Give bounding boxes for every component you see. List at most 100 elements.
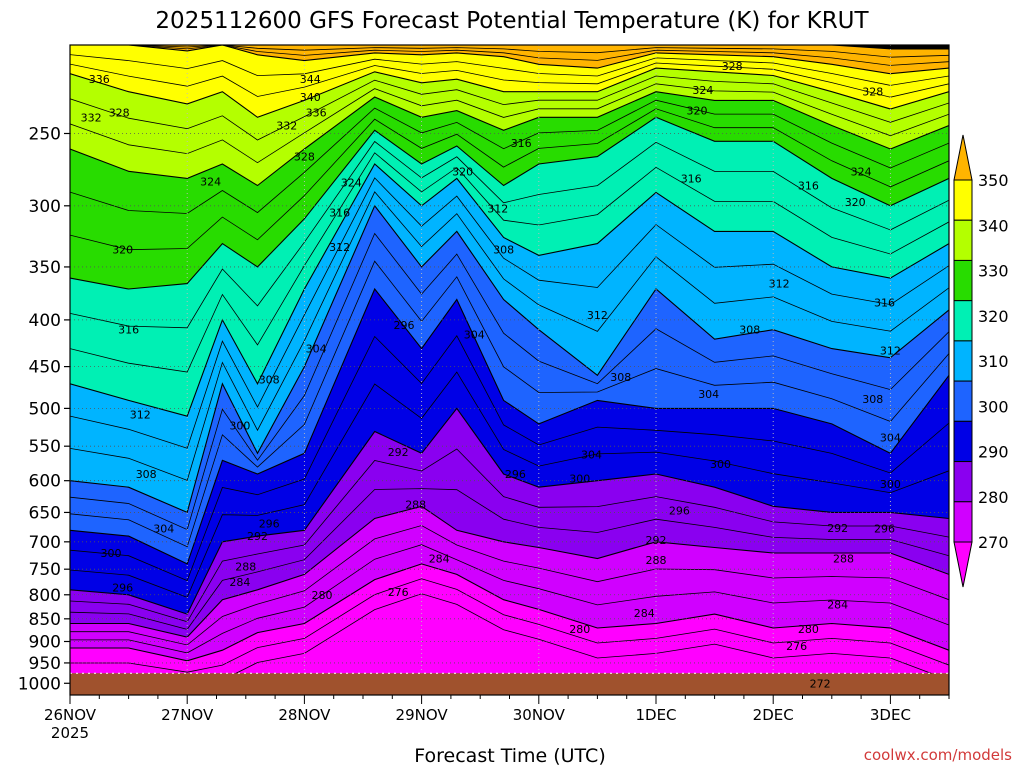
y-tick-label: 800	[29, 586, 61, 606]
contour-label: 288	[646, 554, 667, 567]
contour-line	[70, 260, 949, 548]
x-tick-label: 2DEC	[753, 706, 794, 724]
x-tick-label: 27NOV	[161, 706, 214, 724]
y-tick-label: 350	[29, 258, 61, 278]
contour-label: 312	[130, 409, 151, 422]
contour-line	[70, 578, 949, 673]
contour-label: 320	[112, 244, 133, 257]
colorbar-label: 340	[978, 216, 1009, 235]
y-tick-label: 850	[29, 610, 61, 630]
x-tick-label: 1DEC	[635, 706, 676, 724]
x-year-label: 2025	[51, 724, 89, 742]
contour-label: 300	[880, 478, 901, 491]
contour-label: 320	[452, 165, 473, 178]
contour-line	[70, 287, 949, 565]
colorbar-segment	[953, 340, 973, 382]
contour-label: 312	[487, 202, 508, 215]
ground-layer	[70, 672, 949, 695]
colorbar-extend-bottom	[953, 541, 973, 588]
contour-line	[70, 525, 949, 646]
contour-line	[70, 505, 949, 638]
contour-label: 296	[669, 505, 690, 518]
contour-label: 332	[81, 111, 102, 124]
contour-label: 324	[692, 84, 713, 97]
contour-line	[70, 544, 949, 654]
contour-label: 316	[511, 137, 532, 150]
colorbar-segment	[953, 300, 973, 342]
contour-label: 308	[610, 371, 631, 384]
contour-line	[70, 371, 949, 598]
y-tick-label: 950	[29, 654, 61, 674]
x-tick-label: 30NOV	[513, 706, 566, 724]
colorbar-label: 310	[978, 352, 1009, 371]
y-tick-label: 450	[29, 358, 61, 378]
contour-label: 316	[874, 297, 895, 310]
contour-label: 292	[827, 522, 848, 535]
contour-label: 300	[569, 473, 590, 486]
y-tick-label: 500	[29, 399, 61, 419]
contour-label: 312	[329, 241, 350, 254]
contour-label: 272	[810, 677, 831, 690]
colorbar-segment	[953, 380, 973, 422]
contour-line	[70, 407, 949, 615]
contour-label: 292	[388, 446, 409, 459]
contour-label: 304	[698, 388, 719, 401]
y-axis: 2503003504004505005506006507007508008509…	[18, 124, 70, 694]
contour-line	[70, 116, 949, 290]
contour-label: 304	[581, 449, 602, 462]
contour-label: 328	[109, 106, 130, 119]
contour-label: 328	[722, 60, 743, 73]
colorbar-label: 290	[978, 443, 1009, 462]
contour-label: 308	[136, 468, 157, 481]
colorbar-segment	[953, 259, 973, 302]
contour-label: 288	[833, 553, 854, 566]
contour-line	[70, 75, 949, 141]
contour-label: 316	[681, 172, 702, 185]
contour-label: 328	[294, 151, 315, 164]
contour-label: 304	[880, 431, 901, 444]
contour-label: 280	[798, 623, 819, 636]
contour-label: 324	[341, 177, 362, 190]
contour-line	[70, 204, 949, 514]
y-tick-label: 250	[29, 124, 61, 144]
colorbar-segment	[953, 501, 973, 543]
colorbar-label: 270	[978, 533, 1009, 552]
colorbar-label: 280	[978, 488, 1009, 507]
contour-label: 284	[827, 599, 848, 612]
y-tick-label: 750	[29, 560, 61, 580]
contour-label: 280	[312, 589, 333, 602]
contour-line	[70, 177, 949, 449]
contour-label: 312	[587, 309, 608, 322]
x-tick-label: 29NOV	[396, 706, 449, 724]
colorbar-segment	[953, 219, 973, 261]
watermark: coolwx.com/models	[864, 746, 1012, 764]
x-tick-label: 28NOV	[278, 706, 331, 724]
contour-label: 308	[493, 244, 514, 257]
contour-label: 336	[89, 73, 110, 86]
contour-label: 324	[851, 165, 872, 178]
colorbar-extend-top	[953, 134, 973, 181]
contour-line	[70, 563, 949, 662]
contour-label: 296	[505, 468, 526, 481]
contour-label: 304	[306, 343, 327, 356]
contour-line	[70, 488, 949, 630]
contour-label: 300	[101, 547, 122, 560]
contour-line	[70, 140, 949, 329]
x-tick-label: 3DEC	[870, 706, 911, 724]
contour-line	[70, 91, 949, 187]
y-tick-label: 900	[29, 632, 61, 652]
contour-line	[70, 62, 949, 98]
y-tick-label: 400	[29, 311, 61, 331]
contour-label: 324	[200, 175, 221, 188]
y-tick-label: 1000	[18, 674, 61, 694]
contour-label: 276	[786, 640, 807, 653]
contour-line	[70, 45, 949, 66]
contour-label: 316	[798, 180, 819, 193]
contour-label: 296	[259, 517, 280, 530]
colorbar-label: 350	[978, 171, 1009, 190]
x-axis-label: Forecast Time (UTC)	[414, 745, 605, 767]
contour-label: 284	[429, 553, 450, 566]
contour-label: 292	[646, 534, 667, 547]
colorbar-label: 300	[978, 397, 1009, 416]
